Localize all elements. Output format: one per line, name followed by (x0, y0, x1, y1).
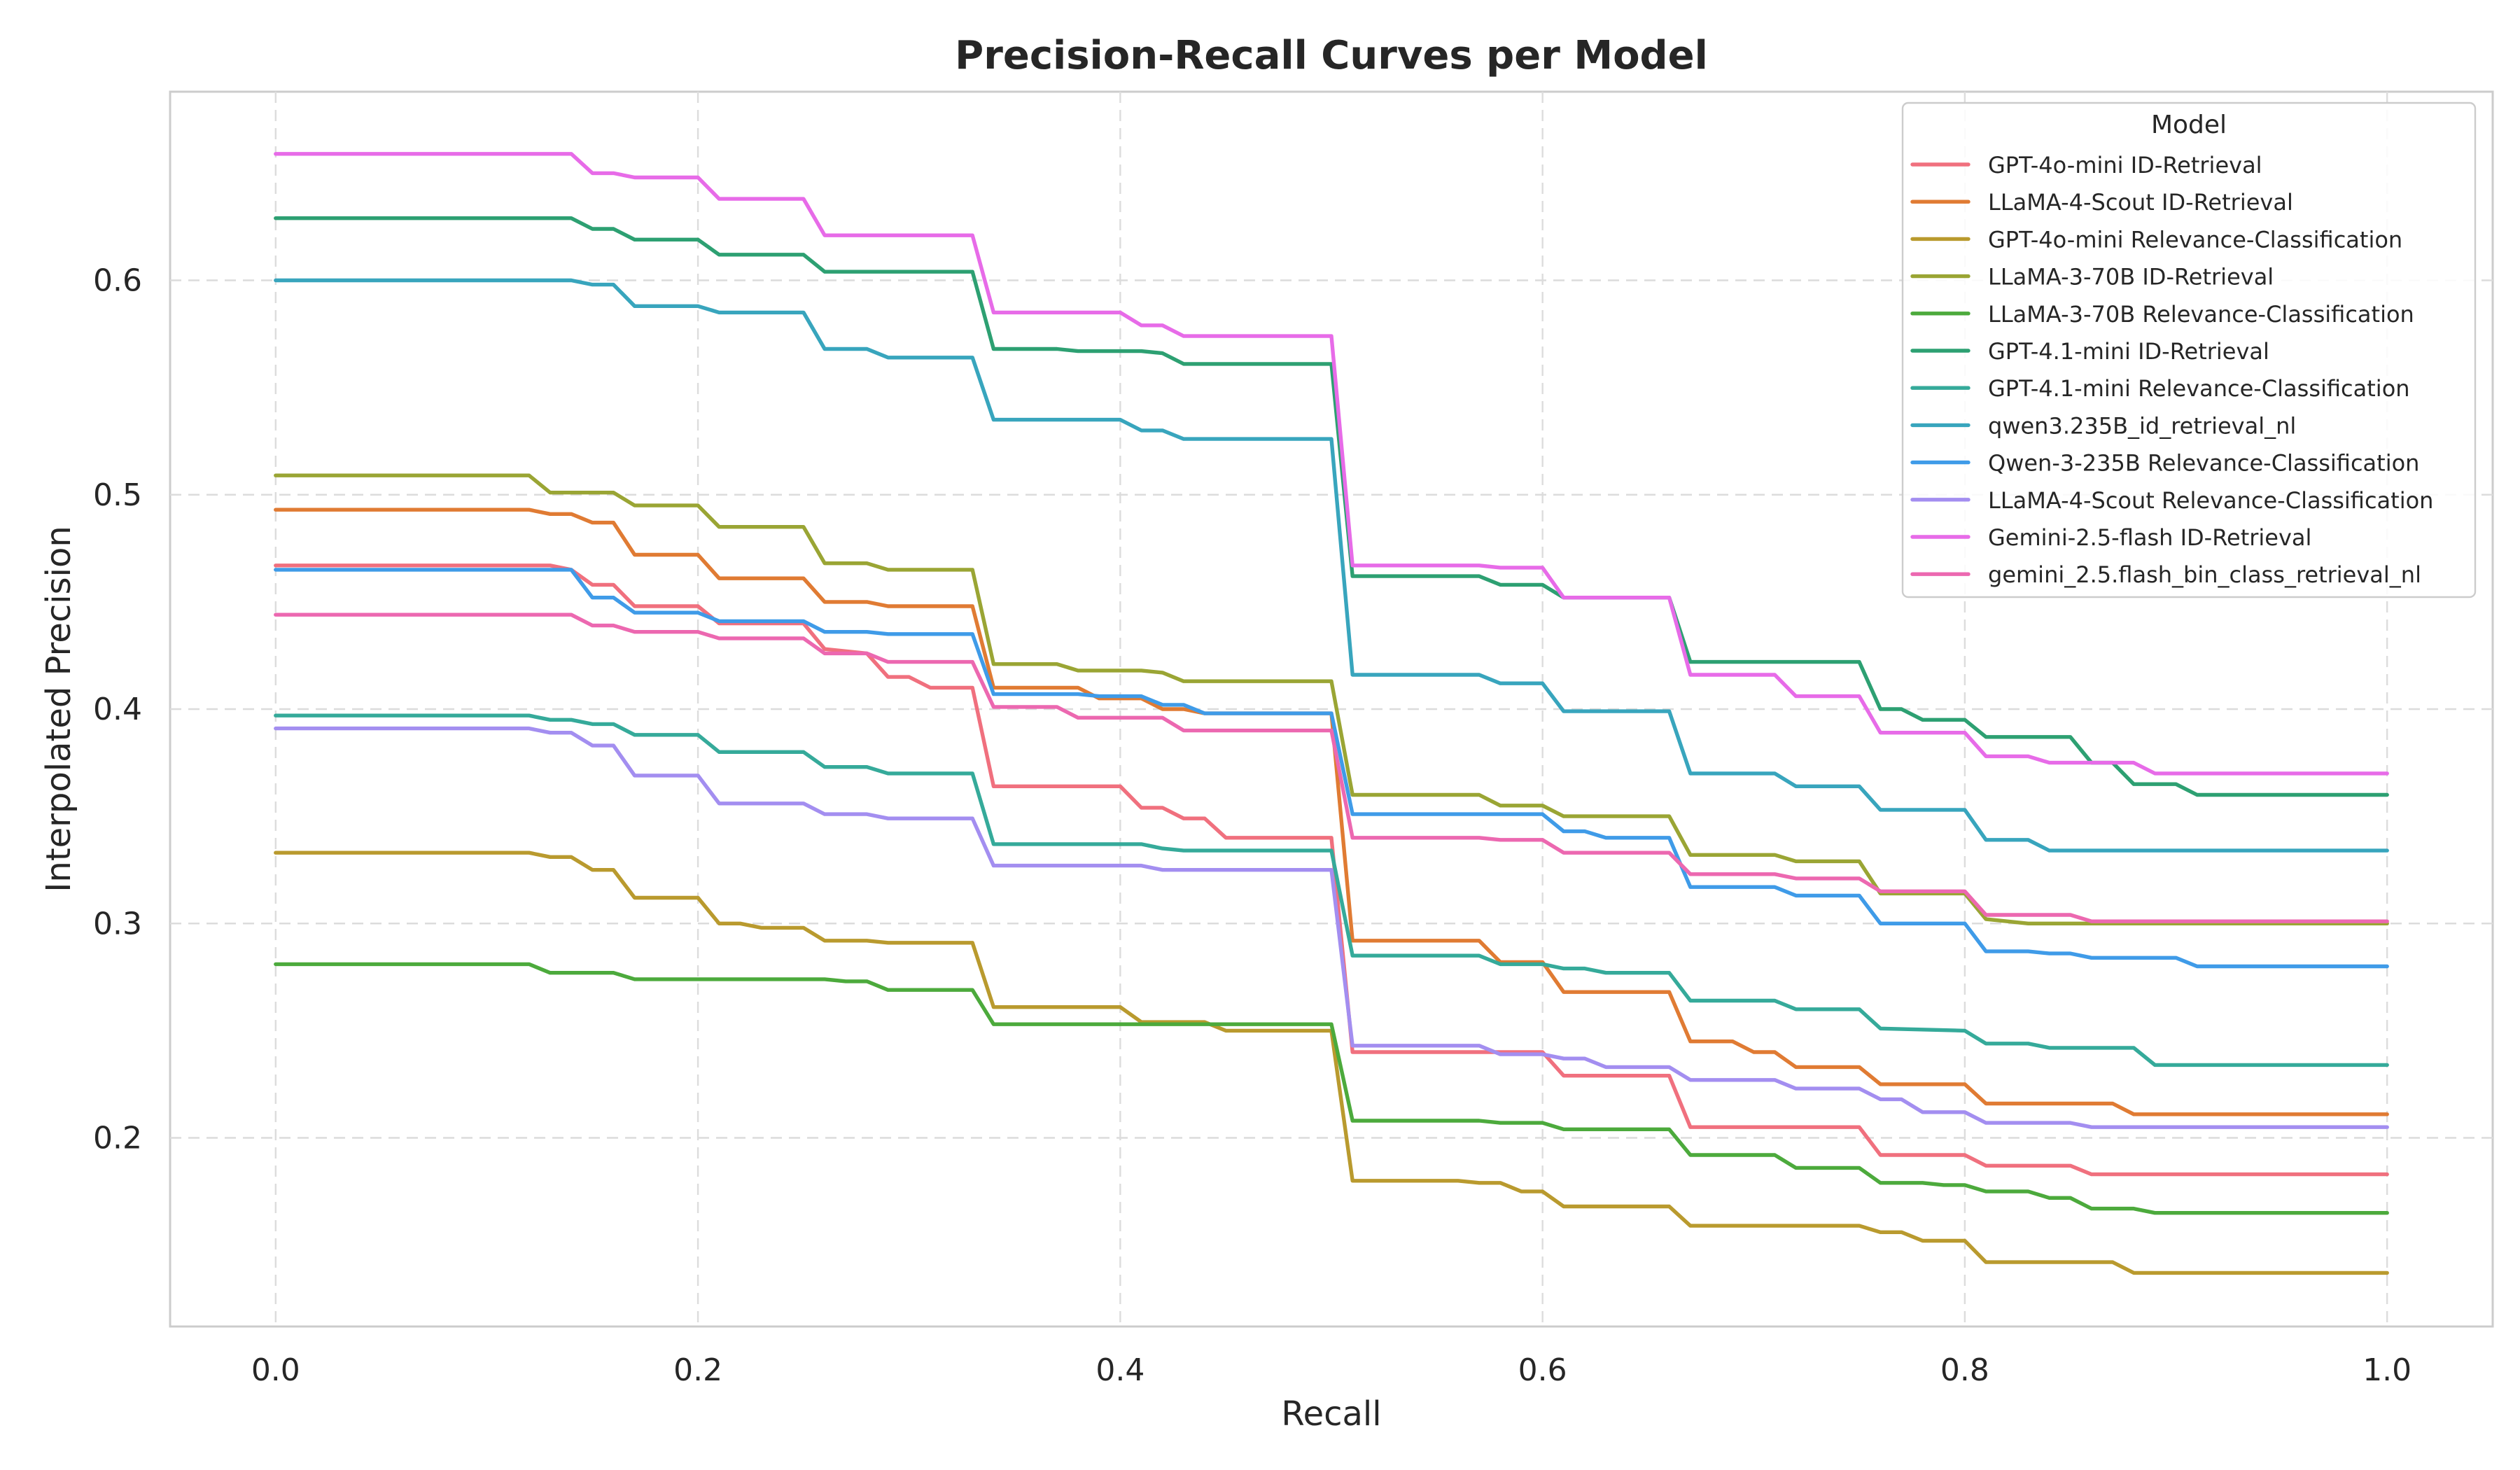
series-line (274, 612, 2389, 923)
series-line (274, 152, 2389, 776)
legend-entry-label: LLaMA-3-70B Relevance-Classification (1988, 301, 2414, 328)
x-tick-label: 0.6 (1518, 1352, 1567, 1388)
y-tick-label: 0.5 (93, 477, 142, 513)
legend-title: Model (2151, 111, 2227, 139)
legend-entry-label: LLaMA-4-Scout Relevance-Classification (1988, 487, 2433, 514)
legend-entry-label: LLaMA-4-Scout ID-Retrieval (1988, 189, 2293, 216)
x-tick-label: 1.0 (2362, 1352, 2412, 1388)
series-line (274, 507, 2389, 1116)
x-tick-label: 0.4 (1096, 1352, 1144, 1388)
x-axis-label: Recall (1281, 1394, 1381, 1434)
legend-entry-label: GPT-4.1-mini ID-Retrieval (1988, 338, 2269, 365)
x-tick-label: 0.0 (251, 1352, 300, 1388)
series-line (274, 850, 2389, 1275)
series-line (274, 278, 2389, 853)
series-line (274, 216, 2389, 797)
legend-entries: GPT-4o-mini ID-Retrieval LLaMA-4-Scout ID… (1910, 152, 2433, 588)
legend-entry-label: qwen3.235B_id_retrieval_nl (1988, 412, 2296, 439)
y-axis-label: Interpolated Precision (39, 526, 78, 892)
x-tick-label: 0.2 (673, 1352, 722, 1388)
series-line (274, 713, 2389, 1068)
series-line (274, 473, 2389, 925)
y-axis-ticks: 0.2 0.3 0.4 0.5 0.6 (93, 263, 142, 1156)
series-line (274, 962, 2389, 1215)
legend-entry-label: GPT-4o-mini ID-Retrieval (1988, 152, 2262, 178)
y-tick-label: 0.4 (93, 692, 142, 727)
y-tick-label: 0.6 (93, 263, 142, 299)
legend-entry-label: GPT-4.1-mini Relevance-Classification (1988, 375, 2410, 402)
legend-entry-label: Qwen-3-235B Relevance-Classification (1988, 450, 2419, 477)
legend-box (1901, 102, 2477, 598)
series-line (274, 564, 2389, 1177)
legend-entry-label: GPT-4o-mini Relevance-Classification (1988, 226, 2402, 253)
y-tick-label: 0.3 (93, 906, 142, 941)
legend: Model GPT-4o-mini ID-Retrieval LLaMA-4-Sc… (1901, 102, 2477, 598)
series-lines (274, 152, 2389, 1275)
legend-entry-label: gemini_2.5.flash_bin_class_retrieval_nl (1988, 561, 2421, 588)
legend-entry-label: Gemini-2.5-flash ID-Retrieval (1988, 524, 2311, 551)
series-line (274, 726, 2389, 1129)
chart-title: Precision-Recall Curves per Model (955, 33, 1708, 78)
x-tick-label: 0.8 (1940, 1352, 1989, 1388)
y-tick-label: 0.2 (93, 1121, 142, 1156)
series-line (274, 568, 2389, 969)
legend-entry-label: LLaMA-3-70B ID-Retrieval (1988, 264, 2274, 290)
x-axis-ticks: 0.0 0.2 0.4 0.6 0.8 1.0 (251, 1352, 2412, 1388)
